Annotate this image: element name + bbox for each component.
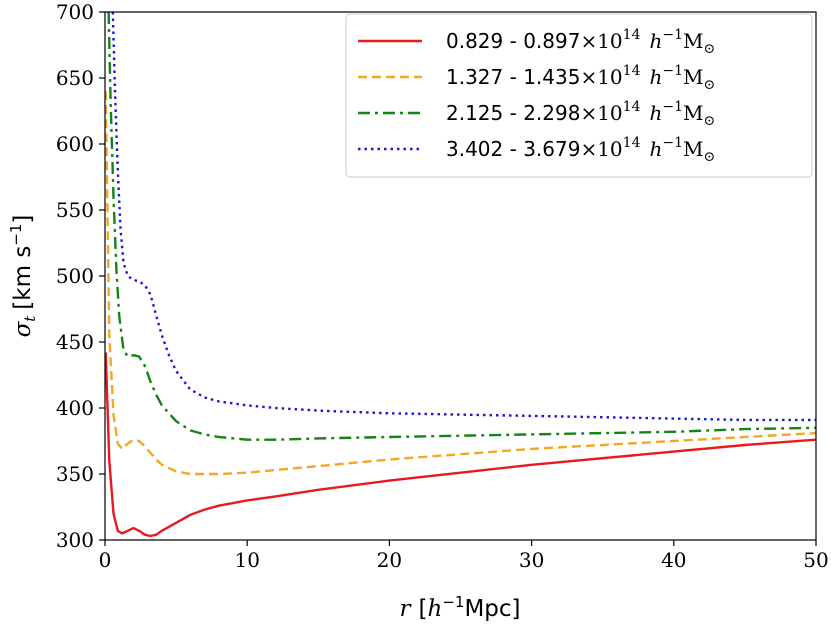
legend-text-part: h <box>650 29 663 53</box>
y-axis-var: σ <box>10 320 36 337</box>
series-line-4 <box>111 12 816 422</box>
legend-text-part: M <box>683 29 703 53</box>
legend-text-part: 14 <box>623 99 641 115</box>
legend-text-part: 14 <box>623 27 641 43</box>
legend-text-part: M <box>683 101 703 125</box>
x-tick-label: 0 <box>99 548 112 572</box>
legend-label-1: 0.829 - 0.897×1014 h−1M⊙ <box>446 27 715 57</box>
y-tick-label: 650 <box>56 66 94 90</box>
legend-text-part: −1 <box>662 27 683 43</box>
tick-layer: 0 10 20 30 40 50 300 350 400 450 500 550 600 650 700 <box>56 0 829 572</box>
legend-text-part: ×10 <box>580 101 622 125</box>
legend-label-3: 2.125 - 2.298×1014 h−1M⊙ <box>446 99 715 129</box>
x-tick-label: 20 <box>377 548 402 572</box>
y-tick-label: 500 <box>56 264 94 288</box>
y-tick-label: 450 <box>56 330 94 354</box>
x-tick-label: 50 <box>803 548 828 572</box>
legend-text-part: ⊙ <box>704 77 716 93</box>
y-axis-label: σt [km s−1] <box>7 215 39 338</box>
legend-text-part: 14 <box>623 135 641 151</box>
legend-text-part: 1.327 - 1.435 <box>446 65 580 89</box>
legend-label-4: 3.402 - 3.679×1014 h−1M⊙ <box>446 135 715 165</box>
y-tick-label: 350 <box>56 462 94 486</box>
legend-text-part: h <box>650 65 663 89</box>
legend: 0.829 - 0.897×1014 h−1M⊙1.327 - 1.435×101… <box>345 13 813 178</box>
x-tick-label: 30 <box>519 548 544 572</box>
series-line-2 <box>105 91 816 476</box>
series-line-3 <box>107 12 816 441</box>
y-axis-unit-exp: −1 <box>7 224 25 246</box>
legend-text-part: 3.402 - 3.679 <box>446 137 580 161</box>
legend-text-part: ×10 <box>580 29 622 53</box>
legend-text-part: ×10 <box>580 65 622 89</box>
legend-text-part: ⊙ <box>704 113 716 129</box>
x-tick-label: 40 <box>661 548 686 572</box>
legend-label-2: 1.327 - 1.435×1014 h−1M⊙ <box>446 63 715 93</box>
x-axis-label: r [h−1Mpc] <box>400 593 521 622</box>
legend-text-part: −1 <box>662 99 683 115</box>
y-tick-label: 600 <box>56 132 94 156</box>
legend-text-part: 2.125 - 2.298 <box>446 101 580 125</box>
legend-text-part: −1 <box>662 63 683 79</box>
legend-text-part: 0.829 - 0.897 <box>446 29 580 53</box>
y-axis-unit: [km s <box>10 246 36 310</box>
series-layer <box>105 12 816 538</box>
x-tick-label: 10 <box>234 548 259 572</box>
legend-text-part: M <box>683 137 703 161</box>
y-axis-sub: t <box>21 315 39 322</box>
y-tick-label: 300 <box>56 528 94 552</box>
legend-text-part: −1 <box>662 135 683 151</box>
legend-text-part: ⊙ <box>704 41 716 57</box>
legend-text-part: 14 <box>623 63 641 79</box>
legend-text-part: ×10 <box>580 137 622 161</box>
legend-frame <box>345 13 813 178</box>
legend-text-part: M <box>683 65 703 89</box>
x-axis-var: r <box>400 596 413 622</box>
series-line-1 <box>105 352 816 538</box>
y-tick-label: 700 <box>56 0 94 24</box>
x-axis-unit-exp: −1 <box>442 593 464 611</box>
x-axis-unit-h: h <box>427 596 442 622</box>
legend-text-part: h <box>650 101 663 125</box>
y-tick-label: 550 <box>56 198 94 222</box>
y-tick-label: 400 <box>56 396 94 420</box>
x-axis-unit-open: [ <box>419 596 428 622</box>
legend-text-part: ⊙ <box>704 149 716 165</box>
x-axis-unit-rest: Mpc] <box>464 596 520 622</box>
y-axis-unit-close: ] <box>10 215 36 224</box>
legend-rows: 0.829 - 0.897×1014 h−1M⊙1.327 - 1.435×101… <box>358 27 715 165</box>
legend-text-part: h <box>650 137 663 161</box>
